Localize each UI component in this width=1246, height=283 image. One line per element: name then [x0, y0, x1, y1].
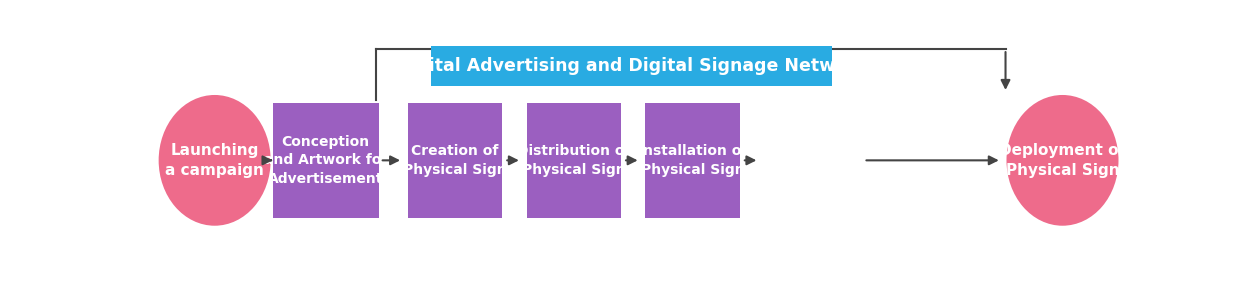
- Ellipse shape: [1007, 95, 1119, 226]
- Text: Conception
and Artwork for
Advertisement: Conception and Artwork for Advertisement: [264, 135, 388, 186]
- Text: Digital Advertising and Digital Signage Network: Digital Advertising and Digital Signage …: [396, 57, 867, 75]
- Text: Launching
a campaign: Launching a campaign: [166, 143, 264, 178]
- FancyBboxPatch shape: [273, 103, 379, 218]
- Text: Distribution of
Physical Sign: Distribution of Physical Sign: [517, 144, 630, 177]
- Ellipse shape: [158, 95, 270, 226]
- Text: Deployment of
Physical Sign: Deployment of Physical Sign: [999, 143, 1125, 178]
- FancyBboxPatch shape: [527, 103, 622, 218]
- Text: Installation of
Physical Sign: Installation of Physical Sign: [638, 144, 748, 177]
- Text: Creation of
Physical Sign: Creation of Physical Sign: [404, 144, 507, 177]
- FancyBboxPatch shape: [431, 46, 832, 86]
- FancyBboxPatch shape: [645, 103, 740, 218]
- FancyBboxPatch shape: [407, 103, 502, 218]
